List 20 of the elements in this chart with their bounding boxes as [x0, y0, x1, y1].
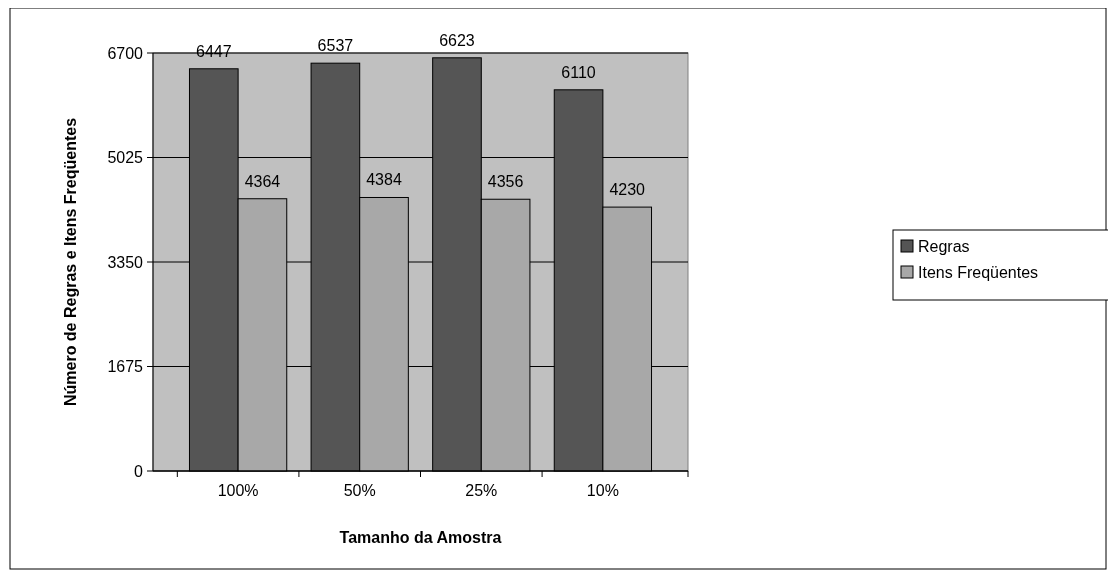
data-label: 4384	[366, 171, 402, 189]
data-label: 6623	[439, 31, 475, 49]
x-tick-label: 50%	[343, 482, 376, 499]
x-tick-label: 25%	[465, 482, 498, 499]
legend-label: Itens Freqüentes	[918, 263, 1039, 281]
y-tick-label: 3350	[107, 253, 144, 271]
y-tick-label: 5025	[107, 149, 144, 167]
y-tick-label: 6700	[107, 44, 144, 62]
y-axis-title: Número de Regras e Itens Freqüentes	[62, 117, 79, 407]
x-axis-title: Tamanho da Amostra	[339, 529, 502, 546]
legend-label: Regras	[918, 237, 970, 255]
data-label: 6110	[561, 63, 596, 81]
x-tick-label: 10%	[586, 482, 619, 499]
data-label: 4230	[609, 181, 646, 199]
y-tick-label: 1675	[107, 358, 144, 376]
x-tick-label: 100%	[217, 482, 259, 499]
data-label: 6537	[317, 37, 354, 55]
y-tick-label: 0	[134, 462, 144, 480]
data-label: 4364	[244, 172, 281, 190]
data-label: 4356	[487, 173, 524, 191]
